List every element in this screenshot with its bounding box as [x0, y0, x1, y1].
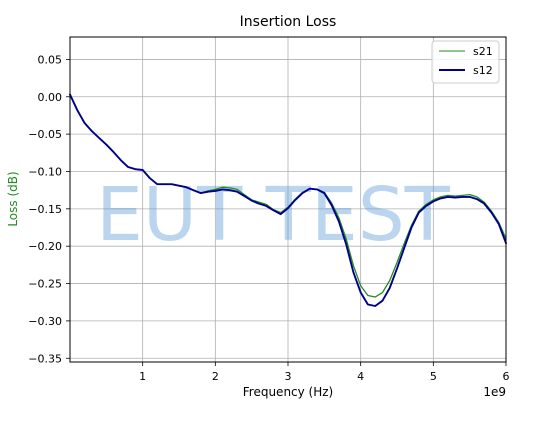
y-tick-label: −0.30: [28, 315, 62, 328]
x-tick-label: 5: [430, 370, 437, 383]
y-tick-label: 0.00: [38, 91, 63, 104]
x-axis-offset-label: 1e9: [483, 385, 506, 399]
y-tick-label: −0.25: [28, 278, 62, 291]
chart-title: Insertion Loss: [240, 14, 337, 30]
y-tick-label: −0.10: [28, 165, 62, 178]
series-layer: [69, 93, 507, 307]
legend-label-s21: s21: [473, 45, 493, 58]
series-line-s12: [69, 93, 507, 307]
y-tick-label: −0.05: [28, 128, 62, 141]
y-tick-label: −0.20: [28, 240, 62, 253]
y-tick-label: −0.35: [28, 352, 62, 365]
x-tick-label: 4: [357, 370, 364, 383]
x-tick-label: 6: [503, 370, 510, 383]
tick-layer: 1 2 3 4 5 6 0.05 0.00 −0.05 −0.10 −0.15 −0.20 −0.25 −…: [28, 53, 509, 383]
x-tick-label: 1: [139, 370, 146, 383]
y-tick-label: 0.05: [38, 53, 63, 66]
legend: s21 s12: [431, 40, 500, 84]
x-tick-label: 3: [285, 370, 292, 383]
x-tick-label: 2: [212, 370, 219, 383]
x-axis-label: Frequency (Hz): [243, 385, 334, 399]
y-tick-label: −0.15: [28, 203, 62, 216]
legend-label-s12: s12: [473, 64, 493, 77]
watermark-text: EUT TEST: [96, 172, 451, 258]
y-axis-label: Loss (dB): [6, 171, 20, 226]
